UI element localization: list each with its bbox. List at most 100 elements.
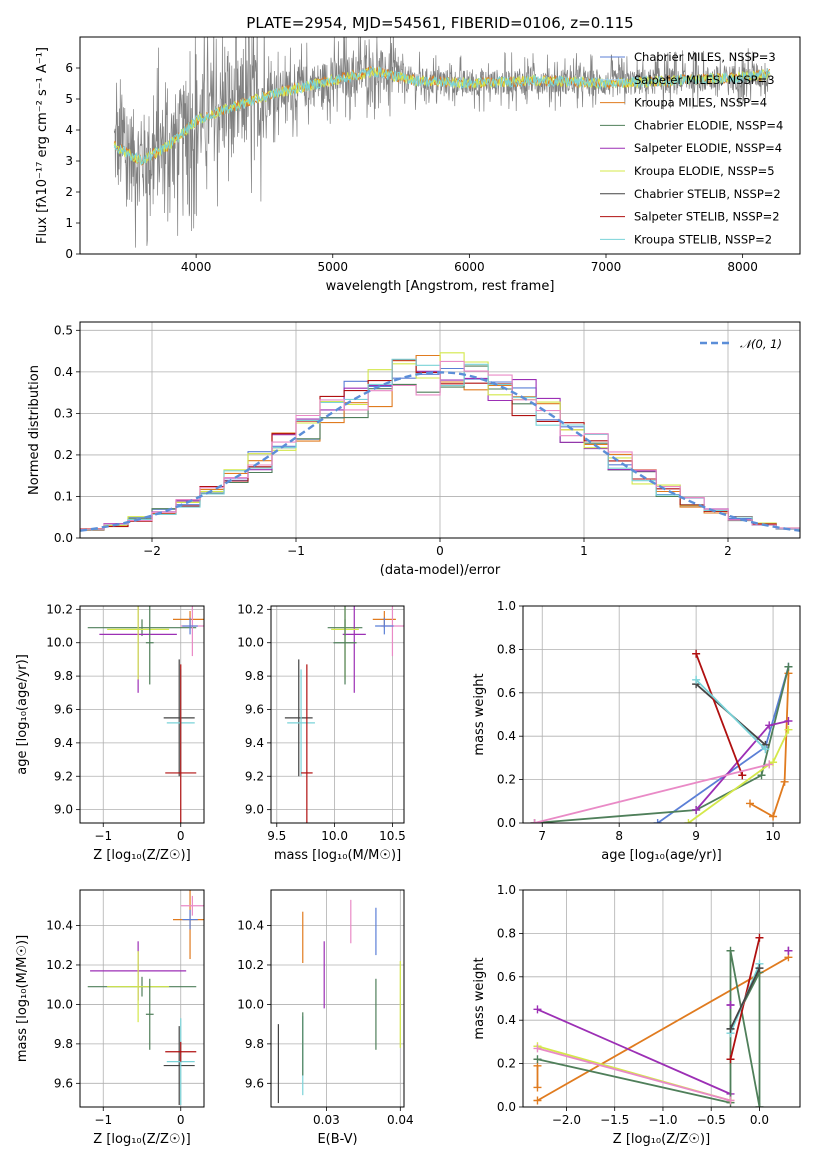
x-tick-label: 7000	[591, 260, 622, 274]
weight-line	[537, 950, 761, 1107]
mass_vs_Z-frame	[79, 889, 205, 1108]
weight-marker	[684, 819, 693, 823]
legend-entry: Kroupa ELODIE, NSSP=5	[634, 164, 775, 178]
weight-marker	[533, 1005, 542, 1014]
y-tick-label: 0.8	[497, 642, 516, 656]
x-tick-label: 10.0	[321, 829, 348, 843]
weight-marker	[726, 1024, 735, 1033]
x-axis-label: Z [log₁₀(Z/Z☉)]	[93, 848, 190, 863]
y-tick-label: 10.2	[46, 602, 73, 616]
weight-marker	[780, 777, 789, 786]
y-tick-label: 9.2	[54, 769, 73, 783]
x-tick-label: 0	[177, 829, 185, 843]
y-axis-label: mass weight	[472, 957, 487, 1039]
x-tick-label: −2	[143, 544, 161, 558]
weight-marker	[784, 946, 793, 955]
x-tick-label: 9.5	[267, 829, 286, 843]
x-tick-label: −1	[94, 1113, 112, 1127]
weight-marker	[692, 649, 701, 658]
age_vs_mass-marks	[284, 606, 404, 823]
legend-entry: Salpeter STELIB, NSSP=2	[634, 210, 780, 224]
weight_vs_age-marks	[530, 649, 793, 823]
x-tick-label: 4000	[181, 260, 212, 274]
weight-marker	[745, 799, 754, 808]
y-tick-label: 10.4	[237, 919, 264, 933]
legend-entry: Salpeter ELODIE, NSSP=4	[634, 141, 782, 155]
weight_vs_Z-chart: −2.0 −1.5 −1.0 −0.5 0.0 0.0 0.2 0.4 0.6 0.8 1.0 Z […	[472, 883, 801, 1147]
weight-line	[537, 1047, 731, 1102]
histogram-step	[80, 360, 800, 530]
weight-marker	[533, 1055, 542, 1064]
y-tick-label: 9.6	[245, 1076, 264, 1090]
age_vs_Z-chart: −1 0 9.0 9.2 9.4 9.6 9.8 10.0 10.2 Z [log₁₀(Z/Z☉)…	[15, 602, 205, 863]
x-axis-label: Z [log₁₀(Z/Z☉)]	[93, 1132, 190, 1147]
y-tick-label: 10.2	[237, 602, 264, 616]
figure-title: PLATE=2954, MJD=54561, FIBERID=0106, z=0…	[246, 14, 633, 32]
weight-marker	[755, 964, 764, 973]
legend-entry: Salpeter MILES, NSSP=3	[634, 73, 775, 87]
weight-marker	[692, 675, 701, 684]
y-tick-label: 0.3	[54, 406, 73, 420]
y-tick-label: 0.2	[497, 1057, 516, 1071]
normal-curve	[80, 371, 800, 532]
residuals-legend: 𝒩(0, 1)	[700, 337, 782, 351]
legend-entry: 𝒩(0, 1)	[740, 337, 782, 351]
weight_vs_age-frame	[522, 605, 801, 824]
x-tick-label: 1	[580, 544, 588, 558]
weight-line	[695, 679, 767, 750]
y-tick-label: 9.8	[245, 669, 264, 683]
legend-entry: Chabrier MILES, NSSP=3	[634, 50, 776, 64]
y-axis-label: Flux [fλ10⁻¹⁷ erg cm⁻² s⁻¹ A⁻¹]	[35, 47, 50, 244]
weight_vs_Z-marks	[533, 933, 793, 1107]
residuals-chart: −2 −1 0 1 2 0.0 0.1 0.2 0.3 0.4 0.5 (data-model)/er…	[27, 321, 801, 578]
weight-marker	[761, 745, 770, 754]
x-tick-label: 9	[692, 829, 700, 843]
weight-marker	[755, 933, 764, 942]
age_vs_Z-frame	[79, 605, 205, 824]
x-tick-label: 8	[615, 829, 623, 843]
y-tick-label: 0	[65, 247, 73, 261]
weight-marker	[757, 771, 766, 780]
y-tick-label: 6	[65, 61, 73, 75]
y-tick-label: 0.4	[497, 729, 516, 743]
weight-line	[695, 720, 789, 811]
x-axis-label: wavelength [Angstrom, rest frame]	[326, 279, 555, 294]
x-tick-label: 7	[538, 829, 546, 843]
weight-line	[537, 956, 789, 1102]
y-tick-label: 0.0	[497, 1100, 516, 1114]
y-tick-label: 0.1	[54, 489, 73, 503]
y-tick-label: 9.8	[245, 1037, 264, 1051]
x-tick-label: 0	[177, 1113, 185, 1127]
x-tick-label: −2.0	[552, 1113, 581, 1127]
y-tick-label: 9.0	[245, 803, 264, 817]
weight-line	[749, 673, 790, 818]
weight-line	[687, 729, 790, 823]
y-axis-label: Normed distribution	[27, 365, 42, 495]
weight-marker	[533, 1096, 542, 1105]
y-tick-label: 9.4	[54, 736, 73, 750]
y-tick-label: 0.4	[497, 1013, 516, 1027]
y-tick-label: 9.0	[54, 803, 73, 817]
weight-marker	[755, 1103, 764, 1107]
y-tick-label: 4	[65, 123, 73, 137]
y-tick-label: 9.8	[54, 1037, 73, 1051]
mass_vs_Z-marks	[87, 890, 204, 1106]
residuals-frame	[79, 321, 801, 539]
weight-marker	[726, 1096, 735, 1105]
y-axis-label: mass weight	[472, 673, 487, 755]
x-tick-label: 0.03	[313, 1113, 340, 1127]
weight-line	[534, 763, 770, 823]
weight-marker	[692, 805, 701, 814]
legend-entry: Chabrier STELIB, NSSP=2	[634, 187, 781, 201]
x-tick-label: −1.0	[648, 1113, 677, 1127]
y-tick-label: 0.2	[497, 773, 516, 787]
weight-marker	[765, 760, 774, 769]
residuals-marks	[80, 352, 800, 532]
weight_vs_Z-frame	[522, 889, 801, 1108]
spectrum-model-line	[113, 65, 771, 166]
y-tick-label: 9.4	[245, 736, 264, 750]
spectrum-chart: 4000 5000 6000 7000 8000 0 1 2 3 4 5 6 wavelength [A…	[35, 36, 801, 294]
x-tick-label: −1	[287, 544, 305, 558]
